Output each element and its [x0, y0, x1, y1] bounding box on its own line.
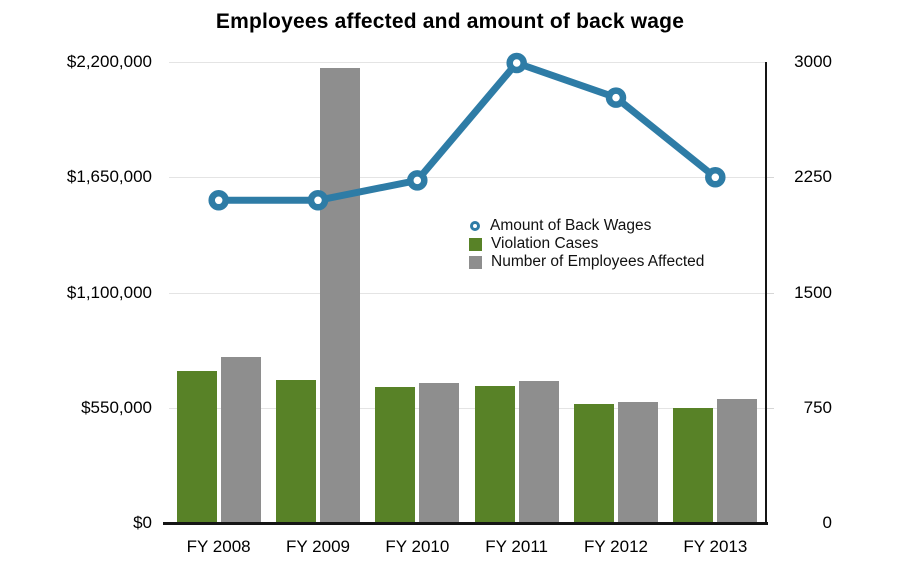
gridline [169, 293, 765, 294]
bar-violation-cases [276, 380, 316, 523]
legend-item: Number of Employees Affected [469, 253, 704, 271]
back-wages-marker [407, 170, 428, 191]
y-tick-label-left: $1,100,000 [66, 282, 152, 302]
bar-violation-cases [474, 386, 515, 523]
axis-tick [767, 408, 774, 409]
bar-employees-affected [518, 380, 559, 523]
x-axis-label: FY 2010 [385, 537, 450, 556]
gridline [169, 408, 765, 409]
y-tick-label-left: $550,000 [81, 397, 152, 417]
chart-title: Employees affected and amount of back wa… [215, 10, 685, 33]
legend-item-label: Number of Employees Affected [491, 253, 705, 270]
bar-employees-affected [220, 357, 261, 523]
y-tick-label-left: $1,650,000 [66, 167, 152, 187]
y-tick-label-right: 0 [822, 513, 832, 532]
x-axis-line [163, 522, 768, 525]
back-wages-line-svg [208, 52, 726, 211]
bar-violation-cases [375, 387, 416, 523]
y-tick-label-right: 2250 [794, 167, 832, 187]
y-tick-label-left: $2,200,000 [66, 52, 152, 71]
bar-violation-cases [673, 407, 714, 523]
right-axis-line [765, 62, 767, 524]
back-wages-marker [506, 52, 527, 74]
gridline [169, 177, 765, 178]
gray-square-marker-icon [469, 255, 482, 269]
open-circle-marker-icon [470, 221, 480, 231]
legend: Amount of Back Wages Violation Cases Num… [469, 217, 704, 271]
x-axis-label: FY 2012 [584, 537, 648, 556]
legend-item-label: Violation Cases [491, 235, 599, 252]
legend-item-label: Amount of Back Wages [490, 217, 652, 234]
gridline [169, 62, 765, 63]
bar-employees-affected [717, 399, 758, 523]
y-tick-label-left: $0 [133, 513, 152, 532]
axis-tick [767, 293, 774, 294]
back-wages-marker [307, 190, 329, 211]
green-square-marker-icon [469, 237, 482, 251]
bar-violation-cases [574, 403, 614, 523]
y-tick-label-right: 750 [803, 397, 832, 417]
back-wages-marker [208, 190, 229, 211]
bar-employees-affected [618, 402, 658, 523]
back-wages-line [215, 59, 719, 204]
bar-violation-cases [176, 370, 217, 523]
x-axis-label: FY 2009 [286, 537, 350, 556]
x-axis-label: FY 2008 [186, 537, 251, 556]
legend-item: Violation Cases [469, 235, 704, 253]
bar-employees-affected [419, 383, 460, 523]
plot-area [169, 52, 765, 523]
y-tick-label-right: 3000 [794, 52, 832, 71]
x-axis-label: FY 2011 [485, 537, 548, 556]
legend-item: Amount of Back Wages [469, 217, 704, 235]
back-wages-marker [705, 167, 726, 188]
axis-tick [767, 177, 774, 178]
back-wages-marker [605, 87, 627, 108]
bar-employees-affected [320, 68, 360, 523]
y-tick-label-right: 1500 [794, 282, 832, 302]
x-axis-label: FY 2013 [683, 537, 748, 556]
